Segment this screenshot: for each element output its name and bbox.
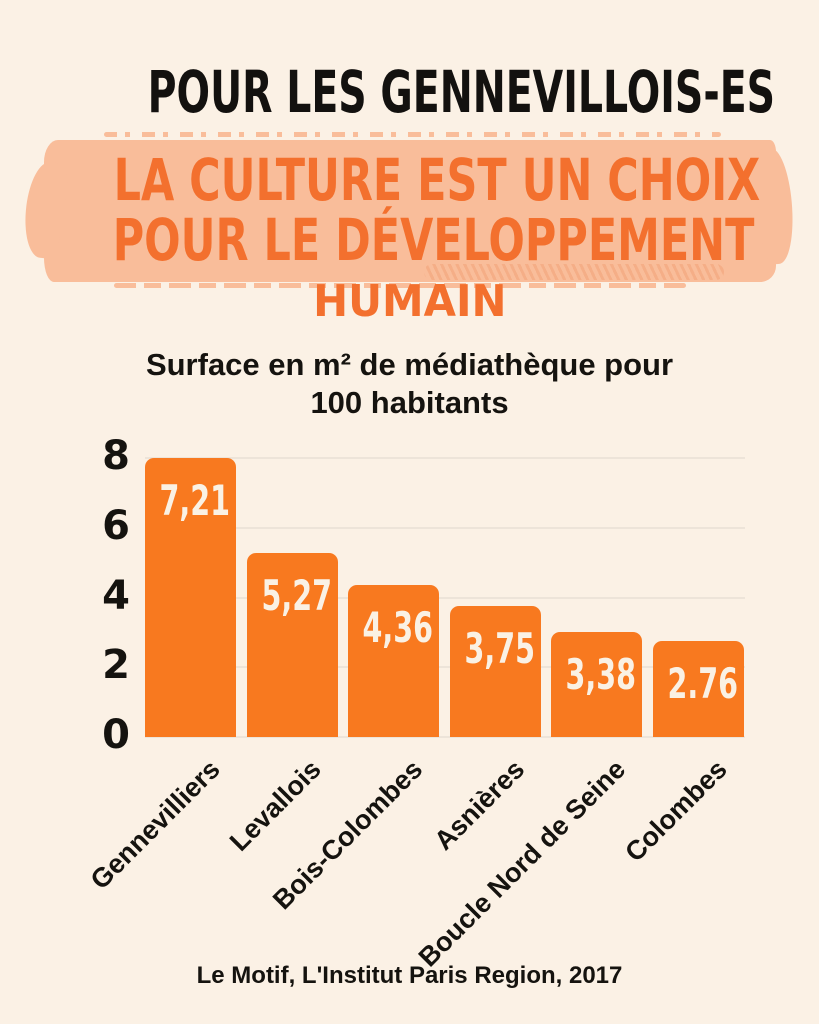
gridline-0 [145,736,745,738]
y-axis-tick-8: 8 [102,433,130,480]
bar-boucle-nord-de-seine: 3,38 [551,631,642,737]
x-axis-label-levallois: Levallois [224,754,328,857]
page-title-text: POUR LES GENNEVILLOIS-ES [147,58,776,126]
chart-title: Surface en m² de médiathèque pour 100 ha… [0,346,819,422]
x-axis-label-gennevilliers: Gennevilliers [84,754,226,896]
x-axis-label-boucle-nord-de-seine: Boucle Nord de Seine [413,754,632,973]
source-caption: Le Motif, L'Institut Paris Region, 2017 [196,962,623,989]
bar-value-label: 3,38 [565,649,637,699]
y-axis-tick-0: 0 [102,712,130,759]
highlight-line-1: LA CULTURE EST UN CHOIX [113,146,761,214]
x-axis-label-asni-res: Asnières [428,754,531,856]
bar-value-label: 2.76 [667,658,738,708]
bar-bois-colombes: 4,36 [348,584,439,737]
y-axis-tick-4: 4 [102,572,130,619]
highlight-line-2: POUR LE DÉVELOPPEMENT [112,206,755,274]
bar-value-label: 7,21 [159,476,231,525]
bar-colombes: 2.76 [652,640,744,737]
bar-levallois: 5,27 [246,553,338,737]
y-axis-tick-6: 6 [102,502,130,549]
gridline-6 [145,526,745,529]
highlight-headline: LA CULTURE EST UN CHOIX POUR LE DÉVELOPP… [0,150,819,270]
highlight-line-3: HUMAIN [312,276,507,327]
gridline-2 [145,666,745,669]
chart-title-line-1: Surface en m² de médiathèque pour [145,347,674,382]
bar-gennevilliers: 7,21 [145,458,236,737]
x-axis-label-colombes: Colombes [619,754,734,868]
bar-value-label: 5,27 [261,571,332,621]
highlight-line-3-wrap: HUMAIN [0,278,819,326]
gridline-8 [145,457,745,459]
bar-value-label: 4,36 [362,602,434,652]
chart-title-line-2: 100 habitants [310,385,509,420]
bar-asni-res: 3,75 [449,606,541,737]
y-axis-tick-2: 2 [102,642,130,689]
brush-highlight [20,132,797,288]
page-title: POUR LES GENNEVILLOIS-ES [0,58,819,126]
gridline-4 [145,596,745,599]
bar-value-label: 3,75 [464,624,535,674]
brush-speckle [424,264,724,280]
